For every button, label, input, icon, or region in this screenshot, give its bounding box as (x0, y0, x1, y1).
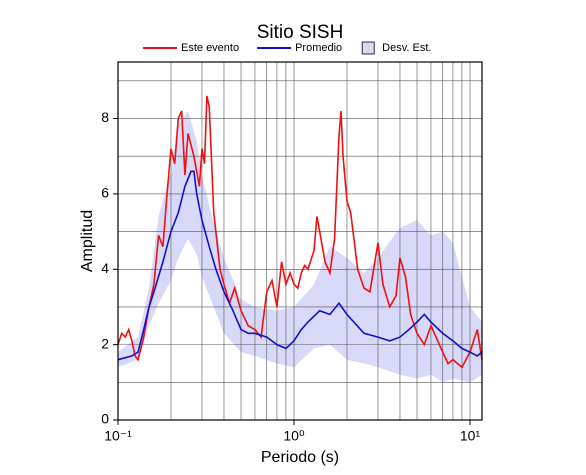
x-tick-label: 10⁻¹ (104, 428, 132, 444)
legend-swatch (361, 41, 375, 55)
x-axis-label: Periodo (s) (261, 449, 339, 466)
chart-title: Sitio SISH (257, 22, 344, 43)
y-tick-label: 4 (101, 260, 109, 276)
y-tick-label: 8 (101, 109, 109, 125)
x-tick-label: 10⁰ (283, 428, 305, 444)
y-axis-label: Amplitud (79, 210, 96, 272)
series-line (117, 170, 483, 361)
y-tick-label: 0 (101, 411, 109, 427)
legend-label: Desv. Est. (382, 42, 431, 54)
y-tick-label: 6 (101, 185, 109, 201)
std-band (118, 110, 482, 383)
series-line (117, 95, 483, 369)
plot-frame (117, 61, 483, 421)
legend-label: Promedio (295, 42, 342, 54)
y-tick-label: 2 (101, 335, 109, 351)
x-tick-label: 10¹ (460, 428, 481, 444)
legend-label: Este evento (181, 42, 239, 54)
